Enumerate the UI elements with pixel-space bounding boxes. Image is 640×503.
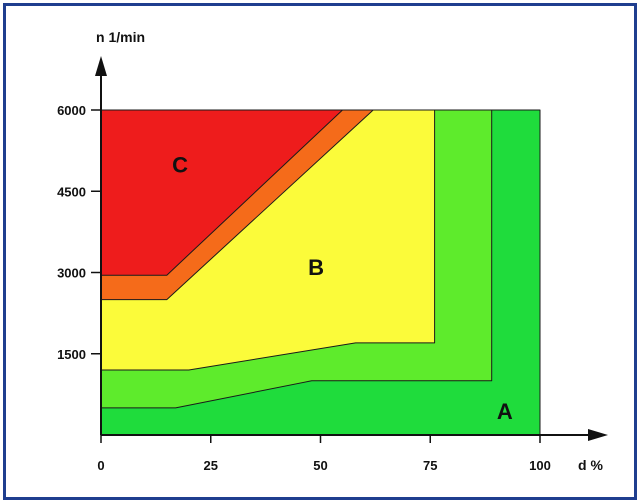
y-tick-label: 4500 xyxy=(57,184,86,199)
zone-label-c: C xyxy=(172,152,188,177)
x-axis-label: d % xyxy=(578,457,603,473)
y-tick-label: 3000 xyxy=(57,266,86,281)
chart-axes xyxy=(95,56,608,441)
x-axis-arrow-icon xyxy=(588,429,608,441)
zone-label-a: A xyxy=(497,399,513,424)
x-tick-label: 50 xyxy=(313,458,327,473)
x-tick-label: 75 xyxy=(423,458,437,473)
y-tick-label: 6000 xyxy=(57,103,86,118)
y-tick-label: 1500 xyxy=(57,347,86,362)
chart-ticks: 1500 3000 4500 6000 0 25 50 75 100 xyxy=(57,103,551,473)
zone-label-b: B xyxy=(308,255,324,280)
y-axis-label: n 1/min xyxy=(96,29,145,45)
x-tick-label: 0 xyxy=(97,458,104,473)
chart-frame: 1500 3000 4500 6000 0 25 50 75 100 A B C n 1/min d… xyxy=(3,3,637,500)
x-tick-label: 100 xyxy=(529,458,551,473)
area-chart: 1500 3000 4500 6000 0 25 50 75 100 A B C n 1/min d… xyxy=(57,29,608,473)
x-tick-label: 25 xyxy=(204,458,218,473)
chart-zone-labels: A B C xyxy=(172,152,513,423)
chart-regions xyxy=(100,109,541,436)
y-axis-arrow-icon xyxy=(95,56,107,76)
